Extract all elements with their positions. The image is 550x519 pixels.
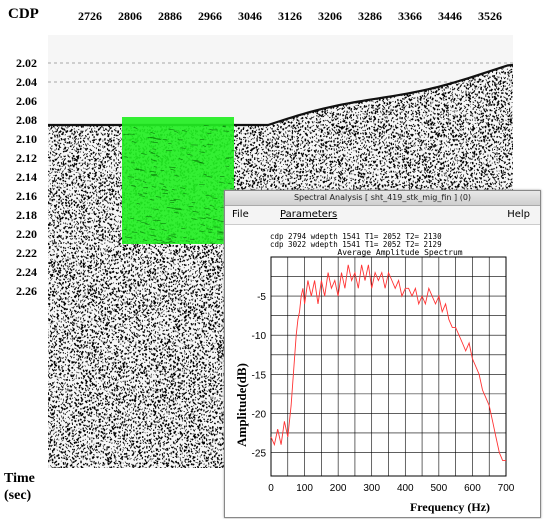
cdp-tick-label: 2726 [78,9,102,23]
spectrum-series-line [270,264,506,461]
time-axis-label: Time (sec) [4,470,35,504]
y-tick-label: -15 [252,370,267,381]
x-tick-label: 0 [268,483,274,494]
y-axis-label: Amplitude(dB) [234,363,249,447]
cdp-tick-label: 3526 [478,9,502,23]
time-tick-label: 2.04 [16,75,37,89]
time-tick-label: 2.02 [16,56,37,70]
cdp-tick-label: 3366 [398,9,422,23]
cdp-tick-label: 2806 [118,9,142,23]
cdp-tick-label: 3446 [438,9,462,23]
cdp-tick-label: 3206 [318,9,342,23]
chart-title: Average Amplitude Spectrum [337,248,462,257]
plot-area: 0 100 200 300 400 500 600 700 -5 -10 -15 -20 -25 [252,256,515,494]
time-tick-label: 2.12 [16,151,37,165]
time-tick-label: 2.26 [16,284,37,298]
spectral-analysis-window[interactable]: Spectral Analysis [ sht_419_stk_mig_fin … [224,190,541,518]
time-tick-label: 2.20 [16,227,37,241]
info-line-1: cdp 2794 wdepth 1541 T1= 2052 T2= 2130 [270,232,442,241]
time-tick-label: 2.10 [16,132,37,146]
x-tick-label: 600 [464,483,481,494]
menu-parameters[interactable]: Parameters [280,209,338,220]
time-label-line1: Time [4,471,35,486]
y-tick-label: -20 [252,409,267,420]
y-tick-label: -25 [252,449,267,460]
x-axis-label: Frequency (Hz) [410,500,490,514]
x-tick-label: 200 [330,483,347,494]
y-tick-label: -10 [252,331,267,342]
time-tick-label: 2.14 [16,170,37,184]
x-tick-label: 400 [397,483,414,494]
cdp-tick-label: 2966 [198,9,222,23]
menu-help[interactable]: Help [507,209,530,220]
time-tick-label: 2.18 [16,208,37,222]
time-label-line2: (sec) [4,488,32,503]
amplitude-spectrum-chart: cdp 2794 wdepth 1541 T1= 2052 T2= 2130 c… [234,232,515,514]
menu-bar: File Parameters Help [225,206,540,225]
time-tick-label: 2.24 [16,265,37,279]
info-line-2: cdp 3022 wdepth 1541 T1= 2052 T2= 2129 [270,240,442,249]
x-tick-label: 100 [296,483,313,494]
window-title: Spectral Analysis [ sht_419_stk_mig_fin … [225,191,540,206]
cdp-tick-label: 3286 [358,9,382,23]
cdp-tick-label: 2886 [158,9,182,23]
time-tick-label: 2.08 [16,113,37,127]
cdp-tick-label: 3126 [278,9,302,23]
time-tick-label: 2.06 [16,94,37,108]
cdp-axis-label: CDP [8,6,39,22]
x-tick-label: 700 [498,483,515,494]
menu-file[interactable]: File [232,209,249,220]
y-tick-label: -5 [257,292,266,303]
x-tick-label: 500 [431,483,448,494]
x-tick-label: 300 [363,483,380,494]
time-tick-label: 2.22 [16,246,37,260]
cdp-tick-label: 3046 [238,9,262,23]
time-tick-label: 2.16 [16,189,37,203]
